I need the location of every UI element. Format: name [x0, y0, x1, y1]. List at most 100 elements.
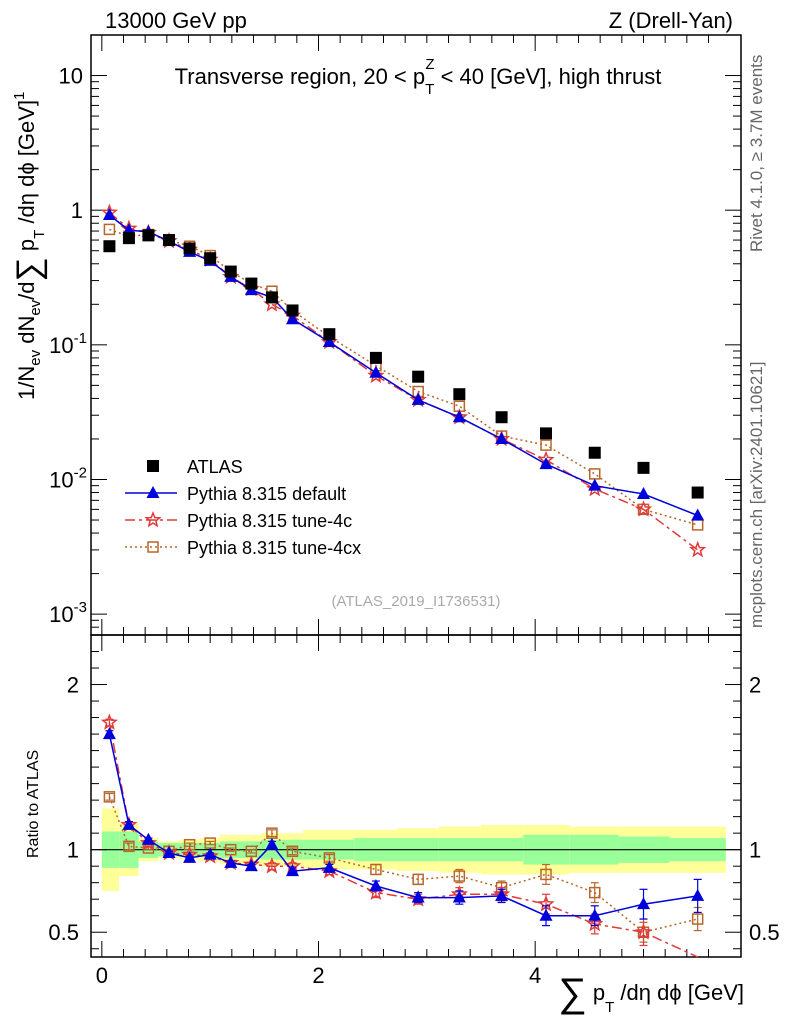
- main-point-default: [495, 431, 509, 444]
- main-point-tune4c: [634, 500, 653, 517]
- y-tick-label: 10-3: [49, 599, 87, 627]
- main-point-atlas: [691, 486, 704, 499]
- ratio-point-default: [452, 890, 466, 903]
- main-line-tune4cx: [109, 228, 698, 526]
- main-point-default: [637, 487, 650, 500]
- legend-label-tune4c: Pythia 8.315 tune-4c: [187, 511, 352, 531]
- y-tick-label: 10-1: [49, 330, 87, 358]
- legend-label-atlas: ATLAS: [187, 457, 243, 477]
- ratio-point-default: [141, 832, 155, 845]
- y-tick-label: 10: [59, 64, 83, 89]
- main-point-atlas: [637, 461, 650, 474]
- ratio-y-tick-label-right: 2: [749, 673, 761, 698]
- ratio-point-default: [122, 817, 136, 830]
- ratio-point-tune4cx: [589, 886, 601, 899]
- ratio-point-default: [588, 908, 602, 921]
- ratio-point-default: [322, 860, 336, 873]
- legend-marker-default: [146, 486, 160, 498]
- legend-label-default: Pythia 8.315 default: [187, 484, 346, 504]
- main-point-atlas: [588, 446, 601, 459]
- ratio-point-tune4c: [100, 713, 119, 730]
- header-right: Z (Drell-Yan): [609, 8, 733, 33]
- ratio-point-tune4cx: [370, 863, 382, 876]
- main-point-atlas: [122, 232, 135, 245]
- main-point-atlas: [453, 388, 466, 401]
- mcplots-label: mcplots.cern.ch [arXiv:2401.10621]: [747, 362, 766, 628]
- ratio-panel-frame: [90, 634, 742, 958]
- legend: ATLAS Pythia 8.315 default Pythia 8.315 tu…: [125, 457, 361, 558]
- ratio-y-tick-label: 0.5: [48, 920, 79, 945]
- main-point-atlas: [204, 252, 217, 265]
- rivet-version-label: Rivet 4.1.0, ≥ 3.7M events: [747, 55, 766, 252]
- ratio-line-default: [108, 733, 698, 917]
- main-point-tune4cx: [103, 223, 116, 236]
- ratio-y-tick-label: 1: [67, 838, 79, 863]
- main-point-default: [411, 392, 425, 405]
- main-point-atlas: [323, 328, 336, 341]
- main-point-tune4c: [688, 540, 707, 558]
- ratio-y-tick-label: 2: [67, 673, 79, 698]
- main-point-atlas: [540, 427, 552, 440]
- ratio-point-tune4cx: [103, 791, 116, 803]
- ratio-point-default: [224, 855, 238, 868]
- ratio-point-tune4cx: [286, 845, 299, 858]
- ratio-y-tick-label-right: 1: [749, 838, 761, 863]
- main-point-atlas: [103, 240, 116, 253]
- ratio-point-default: [637, 897, 650, 910]
- ratio-point-default: [183, 850, 197, 863]
- ratio-point-default: [369, 878, 383, 891]
- ratio-point-tune4cx: [453, 870, 466, 882]
- x-axis-title: ∑ pT /dη dϕ [GeV]: [558, 971, 744, 1016]
- main-series-group: [100, 203, 707, 558]
- main-point-default: [588, 478, 602, 491]
- ratio-point-default: [162, 845, 176, 858]
- main-point-atlas: [183, 242, 196, 255]
- x-tick-label: 2: [312, 963, 324, 988]
- ratio-point-tune4cx: [123, 840, 135, 853]
- x-tick-label: 0: [96, 963, 108, 988]
- main-axis-ticks: 10-3 10-2 10-1 1 10: [49, 34, 741, 636]
- main-point-atlas: [245, 277, 258, 290]
- main-point-atlas: [142, 229, 155, 242]
- main-y-axis-title: 1/Nev dNev/d∑ pT /dη dϕ [GeV]1: [10, 92, 48, 400]
- ratio-point-tune4cx: [691, 913, 704, 925]
- legend-marker-tune4cx: [147, 541, 159, 553]
- main-point-tune4cx: [540, 439, 552, 451]
- ratio-point-default: [102, 727, 116, 740]
- ratio-point-tune4c: [586, 914, 604, 932]
- ratio-point-default: [411, 890, 425, 903]
- ratio-point-tune4cx: [540, 868, 552, 881]
- ratio-axis-ticks: 0.5 0.5 1 1 2 2 0 2 4: [48, 635, 780, 988]
- ratio-series-group: [100, 713, 705, 958]
- ratio-y-tick-label-right: 0.5: [749, 920, 780, 945]
- legend-label-tune4cx: Pythia 8.315 tune-4cx: [187, 538, 361, 558]
- main-point-atlas: [369, 351, 382, 364]
- ratio-point-default: [691, 888, 705, 901]
- ratio-point-default: [495, 888, 509, 901]
- main-point-default: [322, 334, 336, 347]
- main-point-atlas: [265, 291, 278, 304]
- ratio-point-default: [539, 908, 553, 921]
- main-point-default: [691, 508, 705, 521]
- y-tick-label: 1: [71, 198, 83, 223]
- ratio-point-default: [286, 864, 299, 877]
- main-point-tune4cx: [589, 468, 601, 480]
- main-point-atlas: [495, 411, 508, 424]
- y-tick-label: 10-2: [49, 464, 87, 492]
- main-point-tune4c: [367, 366, 385, 384]
- main-point-default: [452, 410, 466, 423]
- ratio-point-default: [244, 859, 258, 872]
- main-point-atlas: [286, 304, 299, 317]
- main-point-default: [539, 457, 553, 470]
- ratio-point-tune4c: [263, 857, 281, 874]
- main-point-atlas: [163, 234, 175, 247]
- ratio-point-tune4c: [634, 923, 653, 940]
- main-point-tune4cx: [691, 519, 704, 531]
- main-point-default: [369, 365, 383, 378]
- main-point-atlas: [224, 265, 237, 278]
- header-left: 13000 GeV pp: [105, 8, 247, 33]
- main-panel-title: Transverse region, 20 < pTZ < 40 [GeV], …: [175, 56, 662, 98]
- ratio-point-default: [265, 837, 279, 850]
- legend-marker-atlas: [147, 460, 159, 472]
